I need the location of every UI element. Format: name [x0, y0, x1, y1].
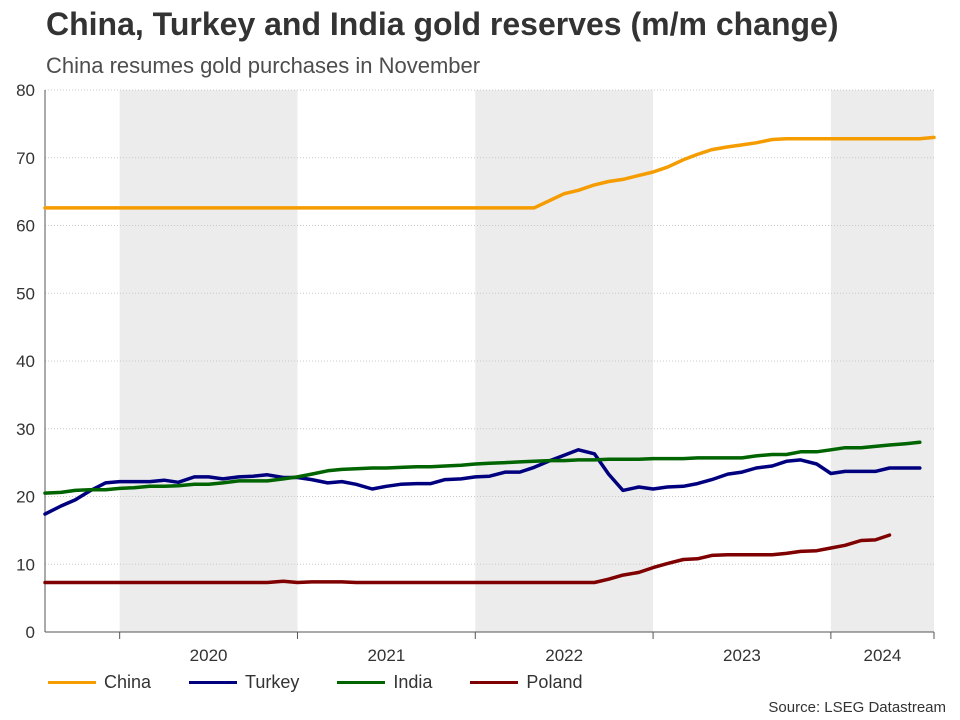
legend-item-turkey: Turkey [189, 672, 299, 693]
legend-label-poland: Poland [526, 672, 583, 692]
y-tick-label-10: 10 [16, 555, 35, 574]
legend-label-india: India [393, 672, 433, 692]
x-tick-label-2023: 2023 [723, 646, 761, 665]
series-line-turkey [43, 448, 922, 516]
legend-label-china: China [104, 672, 152, 692]
x-tick-label-2021: 2021 [367, 646, 405, 665]
y-tick-label-70: 70 [16, 149, 35, 168]
legend-swatch-india [337, 681, 386, 684]
legend-item-poland: Poland [470, 672, 582, 693]
y-tick-label-80: 80 [16, 81, 35, 100]
chart-title: China, Turkey and India gold reserves (m… [46, 6, 839, 42]
series-line-china [43, 135, 936, 210]
chart-legend: China Turkey India Poland [48, 672, 620, 693]
legend-item-china: China [48, 672, 151, 693]
y-tick-label-60: 60 [16, 217, 35, 236]
chart-subtitle: China resumes gold purchases in November [46, 53, 481, 78]
y-tick-label-30: 30 [16, 420, 35, 439]
legend-label-turkey: Turkey [245, 672, 300, 692]
y-tick-label-20: 20 [16, 488, 35, 507]
y-tick-label-50: 50 [16, 284, 35, 303]
source-note: Source: LSEG Datastream [768, 699, 946, 716]
series-line-poland [43, 533, 892, 585]
x-tick-label-2024: 2024 [864, 646, 902, 665]
x-tick-label-2020: 2020 [190, 646, 228, 665]
legend-swatch-turkey [189, 681, 238, 684]
x-tick-label-2022: 2022 [545, 646, 583, 665]
legend-item-india: India [337, 672, 432, 693]
series-line-india [43, 440, 922, 495]
legend-swatch-poland [470, 681, 519, 684]
y-tick-label-40: 40 [16, 352, 35, 371]
legend-swatch-china [48, 681, 96, 684]
y-tick-label-0: 0 [26, 623, 35, 642]
